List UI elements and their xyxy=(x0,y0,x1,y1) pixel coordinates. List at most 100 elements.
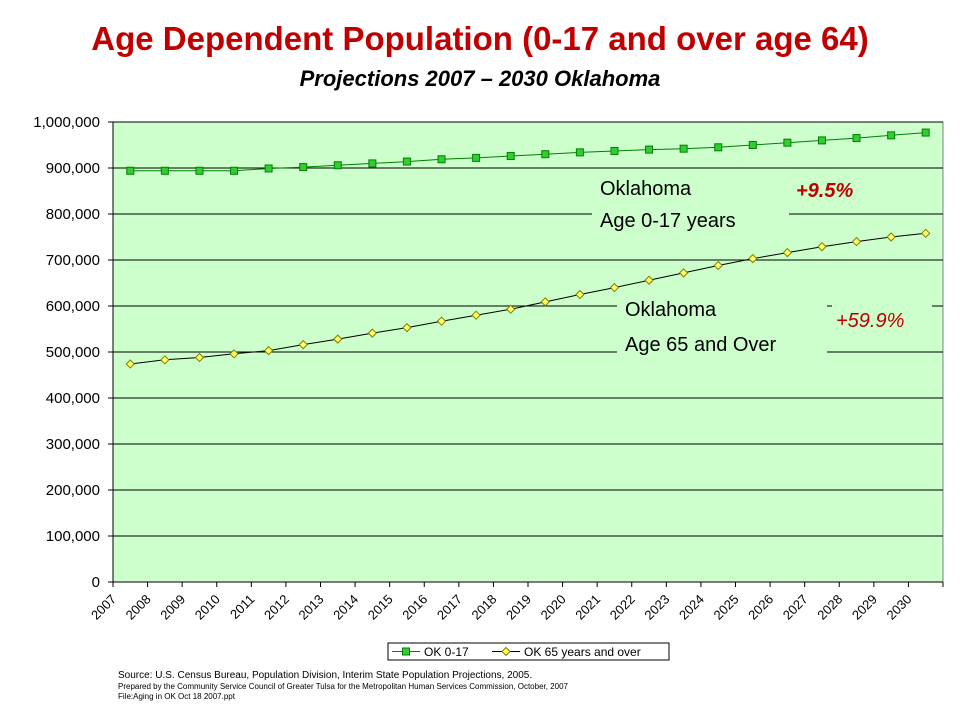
data-point xyxy=(679,144,688,153)
series-line xyxy=(130,232,926,365)
data-point xyxy=(368,159,377,168)
prepared-by-line: Prepared by the Community Service Counci… xyxy=(118,682,568,691)
x-tick-label: 2023 xyxy=(641,592,672,623)
y-tick-label: 900,000 xyxy=(46,160,100,177)
annotation-box xyxy=(592,170,789,236)
data-point xyxy=(575,289,585,300)
annotation-label: Oklahoma xyxy=(600,178,692,200)
x-tick-label: 2013 xyxy=(296,592,327,623)
annotation-box xyxy=(617,294,827,354)
x-tick-label: 2014 xyxy=(330,592,361,623)
chart-subtitle: Projections 2007 – 2030 Oklahoma xyxy=(299,66,661,91)
data-point xyxy=(437,155,446,164)
x-tick-label: 2017 xyxy=(434,592,465,623)
data-point xyxy=(541,150,550,159)
x-tick-label: 2019 xyxy=(503,592,534,623)
x-tick-label: 2010 xyxy=(192,592,223,623)
data-point xyxy=(748,253,758,264)
data-point xyxy=(713,260,723,271)
x-tick-label: 2024 xyxy=(676,592,707,623)
annotation-label: Age 0-17 years xyxy=(600,210,736,232)
data-point xyxy=(264,164,273,173)
data-point xyxy=(402,322,412,333)
y-tick-label: 1,000,000 xyxy=(33,114,100,131)
x-tick-label: 2026 xyxy=(745,592,776,623)
data-point xyxy=(678,268,689,278)
y-tick-label: 200,000 xyxy=(46,482,100,499)
x-tick-label: 2009 xyxy=(157,592,188,623)
x-tick-label: 2025 xyxy=(711,592,742,623)
x-tick-label: 2020 xyxy=(538,592,569,623)
data-point xyxy=(402,157,411,166)
data-point xyxy=(367,328,378,338)
annotation-label: Oklahoma xyxy=(625,299,717,321)
file-line: File:Aging in OK Oct 18 2007.ppt xyxy=(118,692,235,701)
data-point xyxy=(540,297,550,307)
source-note: Source: U.S. Census Bureau, Population D… xyxy=(118,670,568,702)
annotation-pct-box xyxy=(792,172,870,206)
data-point xyxy=(126,166,135,175)
data-point xyxy=(471,310,481,320)
data-point xyxy=(298,339,308,350)
legend-marker xyxy=(501,646,511,657)
data-point xyxy=(851,236,862,247)
source-line: Source: U.S. Census Bureau, Population D… xyxy=(118,670,533,681)
data-point xyxy=(506,152,515,161)
data-point xyxy=(887,131,896,140)
y-tick-label: 100,000 xyxy=(46,528,100,545)
series-line xyxy=(130,132,926,172)
data-point xyxy=(125,359,135,369)
data-point xyxy=(610,146,619,155)
y-tick-label: 300,000 xyxy=(46,436,100,453)
data-point xyxy=(609,282,620,293)
x-tick-label: 2018 xyxy=(468,592,499,623)
x-tick-label: 2028 xyxy=(814,592,845,623)
y-tick-label: 600,000 xyxy=(46,298,100,315)
data-point xyxy=(263,345,274,356)
x-tick-label: 2016 xyxy=(399,592,430,623)
data-point xyxy=(782,247,793,258)
x-tick-label: 2011 xyxy=(227,592,257,622)
data-point xyxy=(575,148,584,157)
data-point xyxy=(817,241,827,252)
data-point xyxy=(229,349,239,359)
data-point xyxy=(783,138,792,147)
y-tick-label: 500,000 xyxy=(46,344,100,361)
y-tick-label: 800,000 xyxy=(46,206,100,223)
x-tick-label: 2030 xyxy=(883,592,914,623)
legend-label: OK 65 years and over xyxy=(524,645,641,659)
data-point xyxy=(160,166,169,175)
data-point xyxy=(299,163,308,172)
data-point xyxy=(160,355,170,365)
x-tick-label: 2029 xyxy=(849,592,880,623)
y-tick-label: 0 xyxy=(92,574,100,591)
x-tick-label: 2022 xyxy=(607,592,638,623)
x-tick-label: 2027 xyxy=(780,592,811,623)
annotation-pct: +59.9% xyxy=(836,310,904,332)
x-tick-label: 2012 xyxy=(261,592,292,623)
x-tick-label: 2015 xyxy=(365,592,396,623)
data-point xyxy=(194,352,205,363)
legend-label: OK 0-17 xyxy=(424,645,469,659)
data-point xyxy=(472,153,481,162)
annotation-label: Age 65 and Over xyxy=(625,334,777,356)
data-point xyxy=(921,128,930,137)
y-tick-label: 400,000 xyxy=(46,390,100,407)
x-tick-label: 2008 xyxy=(123,592,154,623)
data-point xyxy=(817,136,826,145)
data-point xyxy=(748,141,757,149)
data-point xyxy=(333,161,342,170)
data-point xyxy=(852,134,861,143)
data-point xyxy=(333,334,343,344)
annotation-pct-box xyxy=(832,303,932,337)
x-tick-label: 2007 xyxy=(88,592,119,623)
chart-title: Age Dependent Population (0-17 and over … xyxy=(91,20,869,57)
y-tick-label: 700,000 xyxy=(46,252,100,269)
legend-box xyxy=(387,642,670,661)
annotation-pct: +9.5% xyxy=(796,180,853,202)
x-tick-label: 2021 xyxy=(572,592,603,623)
data-point xyxy=(195,166,204,175)
data-point xyxy=(436,316,447,326)
legend-marker xyxy=(402,647,410,656)
